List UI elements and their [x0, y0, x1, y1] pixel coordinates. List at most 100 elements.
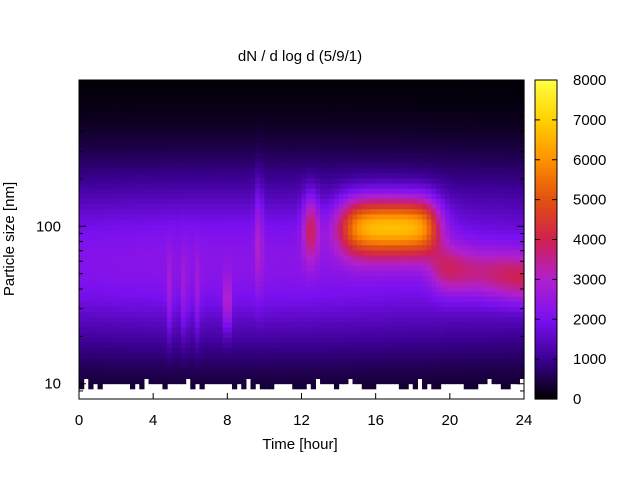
heatmap-cell — [296, 311, 303, 318]
heatmap-cell — [106, 378, 113, 385]
heatmap-cell — [134, 239, 140, 246]
heatmap-cell — [218, 218, 224, 225]
heatmap-cell — [324, 290, 330, 297]
heatmap-cell — [454, 131, 460, 138]
heatmap-cell — [129, 229, 136, 235]
heatmap-cell — [120, 280, 126, 287]
heatmap-cell — [403, 167, 409, 174]
heatmap-cell — [459, 347, 465, 354]
heatmap-cell — [241, 347, 247, 354]
heatmap-cell — [176, 326, 182, 333]
heatmap-cell — [106, 301, 113, 307]
heatmap-cell — [287, 352, 293, 359]
heatmap-cell — [329, 290, 335, 297]
heatmap-cell — [88, 352, 94, 359]
heatmap-cell — [454, 213, 460, 220]
heatmap-cell — [120, 105, 126, 112]
heatmap-cell — [375, 244, 381, 251]
heatmap-cell — [347, 80, 354, 86]
heatmap-cell — [408, 182, 414, 189]
heatmap-cell — [440, 193, 446, 199]
heatmap-cell — [259, 105, 266, 112]
heatmap-cell — [463, 265, 469, 271]
heatmap-cell — [88, 193, 94, 199]
heatmap-cell — [333, 152, 340, 158]
heatmap-cell — [282, 162, 289, 169]
heatmap-cell — [102, 362, 108, 369]
heatmap-cell — [153, 157, 159, 163]
heatmap-cell — [310, 362, 317, 369]
heatmap-cell — [361, 301, 367, 307]
heatmap-cell — [176, 198, 182, 205]
heatmap-cell — [88, 208, 94, 215]
heatmap-cell — [250, 141, 256, 148]
heatmap-cell — [185, 224, 191, 230]
heatmap-cell — [431, 100, 437, 107]
heatmap-cell — [185, 265, 191, 271]
heatmap-cell — [180, 285, 187, 292]
heatmap-cell — [320, 280, 326, 287]
heatmap-cell — [148, 213, 154, 220]
heatmap-cell — [398, 172, 405, 179]
heatmap-cell — [171, 290, 177, 297]
heatmap-cell — [282, 249, 289, 256]
heatmap-cell — [255, 234, 261, 241]
heatmap-cell — [218, 141, 224, 148]
heatmap-cell — [88, 311, 94, 318]
heatmap-cell — [157, 229, 164, 235]
heatmap-cell — [153, 182, 159, 189]
heatmap-cell — [394, 290, 400, 297]
heatmap-cell — [162, 208, 168, 215]
heatmap-cell — [255, 80, 261, 86]
heatmap-cell — [366, 357, 372, 364]
heatmap-cell — [463, 152, 469, 158]
heatmap-cell — [338, 321, 344, 328]
heatmap-cell — [245, 141, 252, 148]
heatmap-cell — [389, 296, 395, 302]
heatmap-cell — [199, 229, 205, 235]
heatmap-cell — [361, 316, 367, 323]
heatmap-cell — [357, 224, 363, 230]
heatmap-cell — [139, 275, 145, 282]
heatmap-cell — [459, 337, 465, 344]
heatmap-cell — [194, 347, 201, 354]
heatmap-cell — [171, 332, 177, 338]
heatmap-cell — [320, 373, 326, 380]
heatmap-cell — [241, 239, 247, 246]
heatmap-cell — [375, 296, 381, 302]
heatmap-cell — [79, 362, 85, 369]
heatmap-cell — [324, 239, 330, 246]
heatmap-cell — [199, 368, 205, 374]
heatmap-cell — [236, 337, 242, 344]
heatmap-cell — [371, 383, 377, 390]
heatmap-cell — [79, 193, 85, 199]
heatmap-cell — [315, 157, 321, 163]
heatmap-cell — [412, 234, 418, 241]
heatmap-cell — [315, 131, 321, 138]
heatmap-cell — [278, 352, 284, 359]
heatmap-cell — [167, 352, 173, 359]
heatmap-cell — [129, 100, 136, 107]
heatmap-cell — [199, 357, 205, 364]
heatmap-cell — [143, 110, 150, 117]
heatmap-cell — [357, 337, 363, 344]
heatmap-cell — [273, 172, 279, 179]
heatmap-cell — [463, 249, 469, 256]
heatmap-cell — [264, 347, 270, 354]
heatmap-cell — [185, 280, 191, 287]
heatmap-cell — [287, 162, 293, 169]
heatmap-cell — [417, 316, 423, 323]
heatmap-cell — [111, 126, 117, 133]
heatmap-cell — [440, 234, 446, 241]
heatmap-cell — [222, 213, 228, 220]
heatmap-cell — [153, 352, 159, 359]
heatmap-cell — [227, 136, 233, 143]
heatmap-cell — [371, 224, 377, 230]
heatmap-cell — [431, 105, 437, 112]
heatmap-cell — [134, 285, 140, 292]
heatmap-cell — [153, 213, 159, 220]
heatmap-cell — [459, 218, 465, 225]
heatmap-cell — [366, 146, 372, 153]
heatmap-cell — [454, 321, 460, 328]
heatmap-cell — [120, 213, 126, 220]
